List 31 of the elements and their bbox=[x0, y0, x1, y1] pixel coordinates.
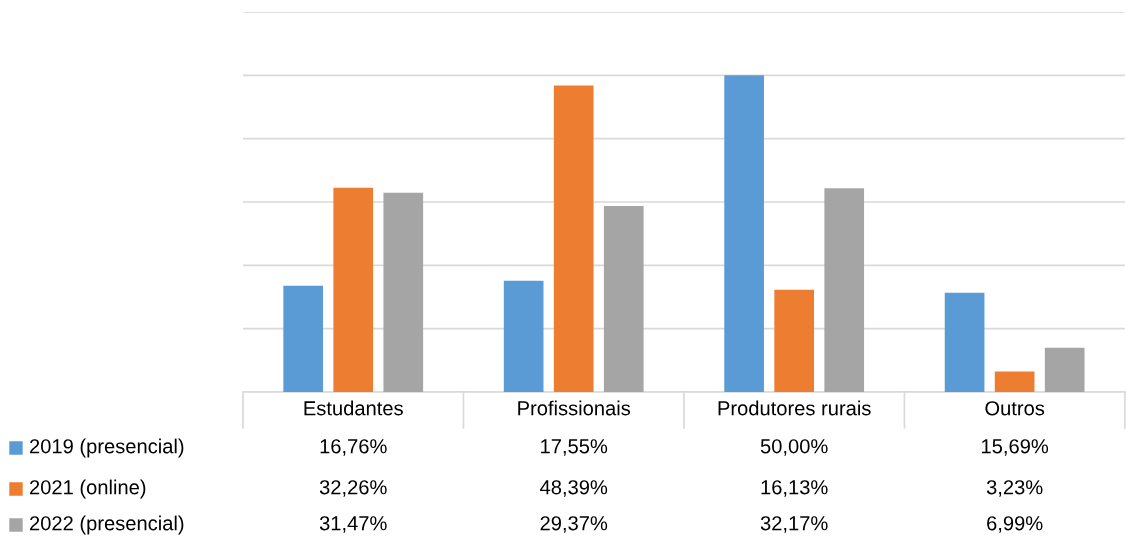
data-label: 29,37% bbox=[540, 516, 608, 533]
legend-label: 2022 (presencial) bbox=[30, 515, 184, 535]
bar bbox=[333, 187, 374, 392]
data-label: 48,39% bbox=[540, 480, 608, 497]
x-tick-label: Estudantes bbox=[304, 400, 403, 416]
bar bbox=[383, 192, 424, 392]
data-label: 15,69% bbox=[982, 439, 1049, 456]
bar bbox=[944, 292, 985, 392]
bar bbox=[553, 85, 594, 392]
data-label: 17,55% bbox=[541, 439, 608, 456]
bar bbox=[774, 289, 815, 392]
bar bbox=[824, 188, 865, 392]
data-label: 50,00% bbox=[760, 439, 828, 456]
data-label: 3,23% bbox=[986, 480, 1043, 497]
bar bbox=[994, 371, 1035, 392]
x-tick-label: Produtores rurais bbox=[718, 400, 871, 416]
x-tick-label: Profissionais bbox=[518, 400, 631, 416]
data-label: 32,17% bbox=[760, 516, 828, 533]
data-label: 16,13% bbox=[761, 480, 828, 497]
bar bbox=[283, 285, 324, 392]
data-label: 31,47% bbox=[319, 516, 387, 533]
bar bbox=[724, 75, 764, 392]
bar bbox=[1044, 347, 1085, 392]
x-tick-label: Outros bbox=[985, 401, 1045, 416]
legend-label: 2021 (online) bbox=[30, 479, 146, 499]
data-label: 32,26% bbox=[319, 480, 387, 497]
legend-label: 2019 (presencial) bbox=[30, 438, 184, 458]
bar bbox=[603, 205, 644, 392]
data-label: 6,99% bbox=[987, 516, 1043, 533]
bar bbox=[503, 280, 544, 392]
data-label: 16,76% bbox=[320, 439, 387, 456]
